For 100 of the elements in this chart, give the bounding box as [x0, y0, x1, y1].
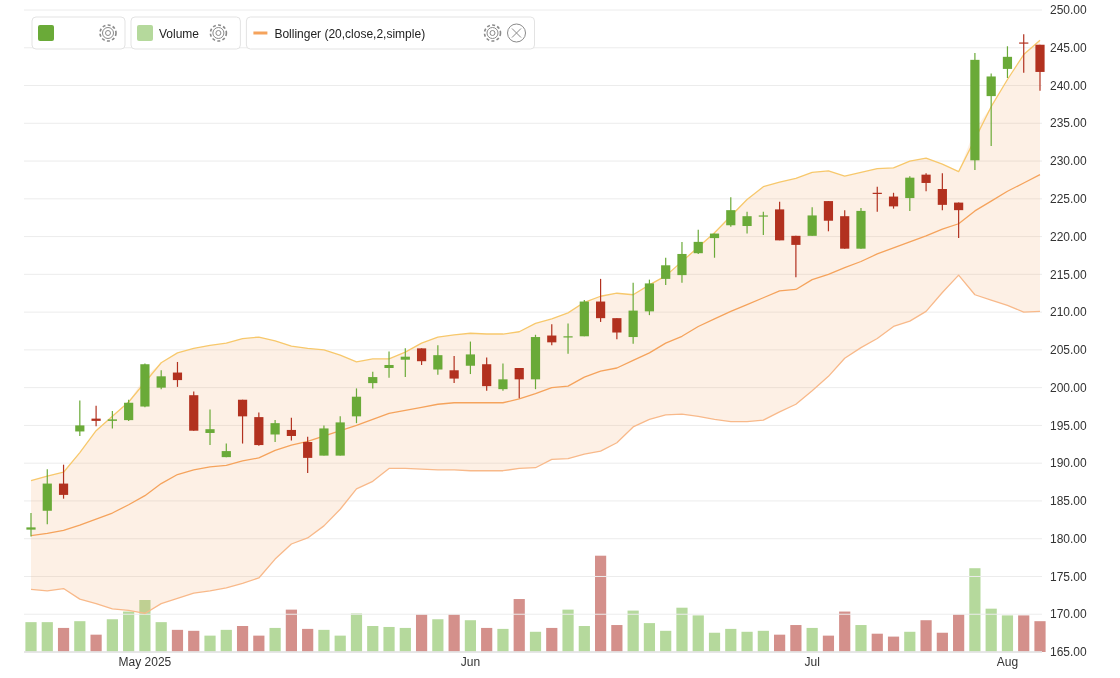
candlestick	[351, 387, 362, 424]
candlestick	[482, 356, 492, 392]
bar	[253, 635, 265, 652]
bar	[643, 623, 656, 652]
bar	[41, 622, 53, 652]
bar	[839, 611, 851, 652]
candlestick	[937, 172, 947, 211]
bar	[660, 630, 672, 652]
bar	[920, 620, 932, 652]
bar	[904, 631, 916, 652]
y-tick-label: 165.00	[1050, 645, 1088, 660]
bar	[415, 614, 428, 652]
candlestick	[303, 436, 313, 474]
bar	[155, 622, 167, 652]
line-series	[30, 39, 1041, 482]
y-tick-label: 205.00	[1050, 343, 1088, 358]
bar	[74, 621, 86, 652]
y-tick-label: 245.00	[1050, 40, 1088, 55]
bar	[953, 614, 965, 652]
bar	[806, 627, 818, 652]
candlestick	[563, 322, 573, 355]
bar	[611, 625, 623, 652]
bar	[595, 555, 607, 652]
bar	[529, 631, 542, 652]
candlestick	[286, 417, 296, 442]
candlestick	[156, 369, 166, 390]
candlestick	[954, 202, 964, 239]
bar	[367, 626, 379, 652]
bar	[676, 607, 688, 652]
y-tick-label: 190.00	[1050, 456, 1088, 471]
bar	[822, 635, 835, 652]
y-tick-label: 225.00	[1050, 192, 1088, 207]
bar	[855, 625, 867, 652]
bar	[1034, 621, 1046, 652]
bar	[774, 634, 786, 652]
bar	[464, 620, 476, 652]
bar	[969, 568, 981, 652]
bar	[562, 609, 574, 652]
bar	[692, 615, 704, 652]
candlestick	[205, 408, 215, 446]
candlestick	[172, 361, 183, 388]
bar	[513, 599, 525, 652]
y-tick-label: 230.00	[1050, 154, 1088, 169]
bar	[318, 629, 330, 652]
bar	[399, 627, 411, 652]
candlestick	[596, 278, 606, 323]
line-series	[30, 174, 1041, 537]
candlestick	[465, 340, 475, 375]
bar	[334, 635, 346, 652]
bar	[790, 625, 802, 652]
bar	[708, 632, 721, 652]
y-tick-label: 175.00	[1050, 569, 1088, 584]
line-series	[30, 274, 1041, 615]
bar	[188, 630, 200, 652]
bar	[1001, 615, 1014, 652]
candlestick	[726, 196, 736, 228]
bar	[546, 627, 558, 652]
bar	[139, 600, 151, 652]
y-tick-label: 250.00	[1050, 3, 1088, 18]
y-tick-label: 240.00	[1050, 78, 1088, 93]
y-tick-label: 220.00	[1050, 229, 1088, 244]
bar	[90, 634, 102, 652]
bar	[123, 611, 135, 652]
x-tick-label: Aug	[996, 655, 1019, 669]
candlestick	[400, 347, 410, 378]
legend-label: Volume	[159, 26, 200, 41]
candlestick	[449, 355, 459, 384]
x-tick-label: May 2025	[118, 655, 172, 669]
candlestick	[433, 344, 443, 376]
candlestick	[742, 211, 752, 235]
candlestick	[384, 350, 394, 379]
legend-label: Bollinger (20,close,2,simple)	[274, 26, 426, 41]
candlestick	[677, 241, 687, 284]
bar	[448, 614, 460, 652]
bar	[57, 627, 70, 652]
y-tick-label: 185.00	[1050, 494, 1088, 509]
bar	[1018, 615, 1030, 652]
candlestick	[905, 175, 915, 212]
bar	[171, 629, 184, 652]
candlestick	[693, 229, 703, 255]
bar	[269, 627, 281, 652]
x-tick-label: Jun	[460, 655, 481, 669]
candlestick	[237, 399, 248, 445]
bar	[578, 626, 590, 652]
y-tick-label: 195.00	[1050, 418, 1088, 433]
candlestick	[91, 405, 101, 427]
candlestick	[26, 512, 36, 538]
y-tick-label: 200.00	[1050, 380, 1088, 395]
bar	[25, 622, 37, 652]
candlestick	[514, 367, 524, 399]
bar	[481, 627, 493, 652]
candlestick	[270, 419, 280, 443]
candlestick	[791, 235, 801, 278]
candlestick	[75, 399, 85, 437]
bar	[236, 626, 249, 652]
candlestick	[823, 200, 834, 232]
bar	[985, 608, 997, 652]
y-tick-label: 215.00	[1050, 267, 1088, 282]
bar	[741, 631, 753, 652]
bar	[285, 609, 297, 652]
